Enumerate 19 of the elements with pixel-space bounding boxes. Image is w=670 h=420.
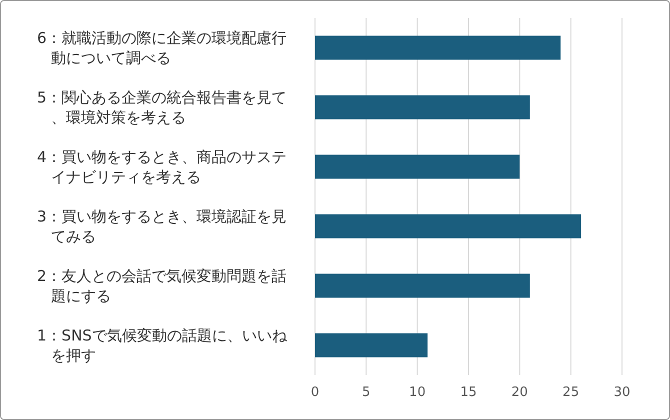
bar — [315, 36, 561, 60]
bar — [315, 333, 428, 358]
y-tick-label: 5：関心ある企業の統合報告書を見て、環境対策を考える — [37, 88, 287, 126]
x-tick-label: 10 — [409, 385, 426, 400]
y-tick-label: 1：SNSで気候変動の話題に、いいねを押す — [37, 326, 288, 364]
y-tick-label: 4：買い物をするとき、商品のサステイナビリティを考える — [37, 148, 287, 186]
bar — [315, 214, 582, 238]
y-tick-label: 2：友人との会話で気候変動問題を話題にする — [37, 266, 287, 305]
y-tick-label: 6：就職活動の際に企業の環境配慮行動について調べる — [37, 28, 287, 67]
x-tick-label: 5 — [362, 385, 370, 400]
bar — [315, 95, 530, 120]
x-tick-label: 30 — [614, 385, 630, 400]
x-tick-label: 15 — [460, 385, 477, 400]
bar — [315, 274, 530, 298]
bar — [315, 154, 520, 179]
x-tick-label: 0 — [310, 385, 320, 400]
x-tick-label: 20 — [511, 385, 528, 400]
y-tick-label: 3：買い物をするとき、環境認証を見てみる — [37, 207, 287, 246]
x-tick-label: 25 — [562, 385, 580, 400]
